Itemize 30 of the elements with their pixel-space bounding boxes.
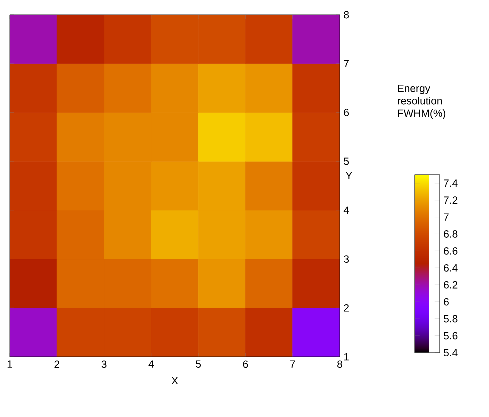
y-tick-label: 3 <box>344 256 350 263</box>
color-bar-label: 7.4 <box>444 180 458 187</box>
x-tick-label: 6 <box>243 360 248 368</box>
color-bar-title: Energy resolution FWHM(%) <box>398 84 446 120</box>
color-bar-label: 7.2 <box>444 196 458 204</box>
color-bar-label: 5.4 <box>444 349 458 357</box>
y-tick-label: 6 <box>344 109 350 116</box>
color-bar-label: 7 <box>444 214 449 221</box>
color-bar-label: 6.2 <box>444 281 458 289</box>
x-tick-label: 3 <box>102 360 107 368</box>
y-tick-label: 7 <box>344 60 349 68</box>
color-bar-label: 6.6 <box>444 247 458 255</box>
x-tick-label: 2 <box>54 360 60 368</box>
y-axis-title: Y <box>346 172 352 180</box>
x-tick-label: 4 <box>148 360 154 368</box>
y-tick-label: 1 <box>344 353 349 361</box>
x-tick-label: 1 <box>8 360 12 368</box>
y-tick-label: 8 <box>344 11 350 19</box>
y-tick-label: 2 <box>344 304 349 312</box>
color-bar-label: 6.8 <box>444 230 458 238</box>
color-bar-label: 5.8 <box>444 315 458 323</box>
y-tick-label: 5 <box>344 158 350 166</box>
x-tick-label: 7 <box>290 360 296 368</box>
x-tick-label: 5 <box>196 360 202 368</box>
y-tick-label: 4 <box>344 206 350 214</box>
color-bar-label: 5.6 <box>444 332 458 340</box>
x-axis-title: X <box>172 377 178 384</box>
color-bar-label: 6 <box>444 298 449 306</box>
color-bar-label: 6.4 <box>444 264 458 272</box>
x-tick-label: 8 <box>338 360 342 368</box>
